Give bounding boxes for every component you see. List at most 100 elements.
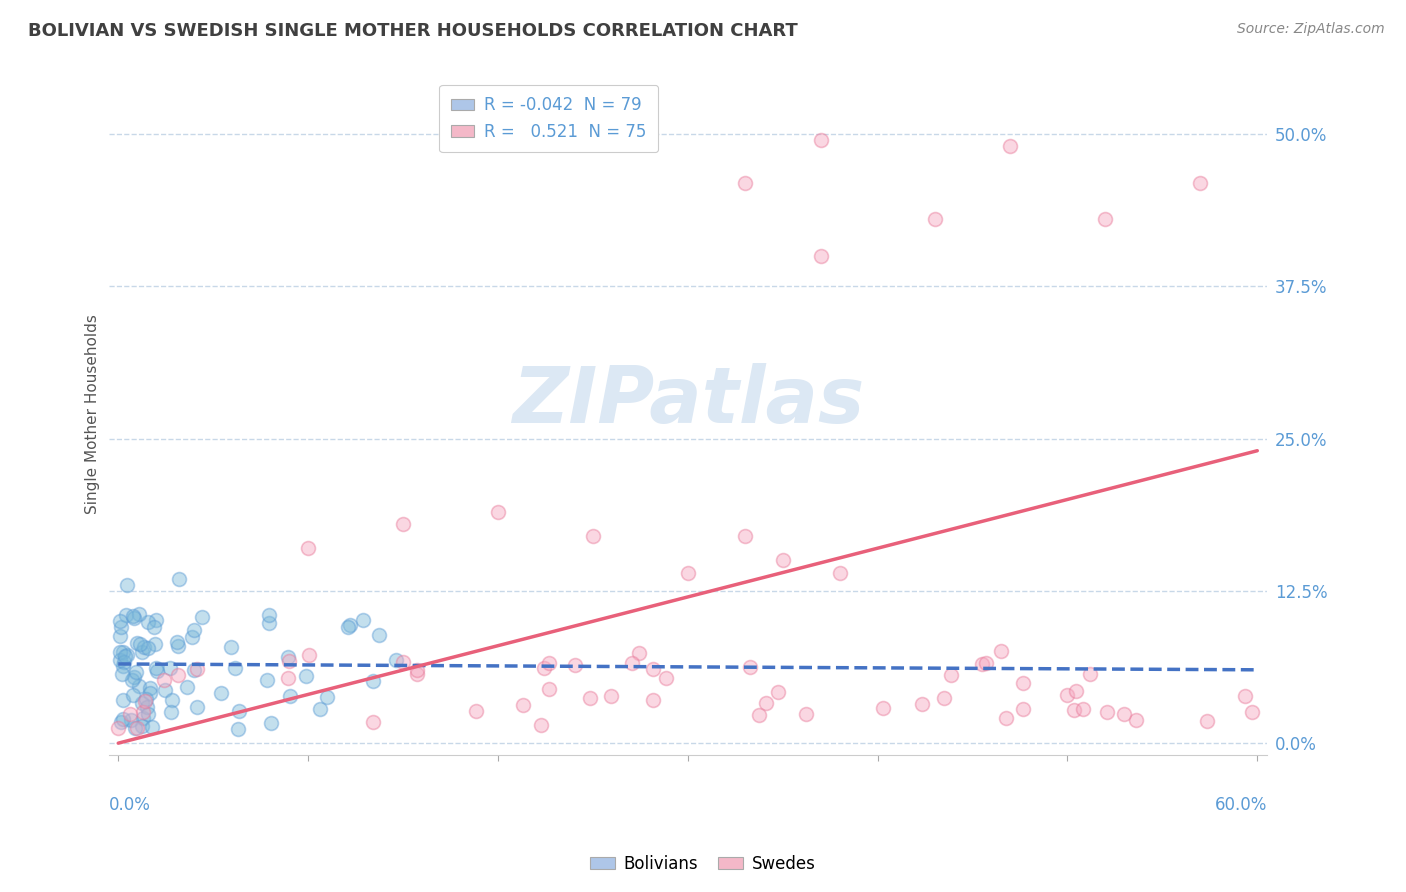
Point	[277, 654, 299, 668]
Text: BOLIVIAN VS SWEDISH SINGLE MOTHER HOUSEHOLDS CORRELATION CHART: BOLIVIAN VS SWEDISH SINGLE MOTHER HOUSEH…	[28, 22, 797, 40]
Point	[183, 624, 205, 638]
Point	[118, 707, 141, 722]
Point	[209, 686, 232, 700]
Point	[794, 707, 817, 722]
Point	[145, 661, 167, 675]
Point	[108, 653, 131, 667]
Point	[256, 673, 278, 688]
Point	[537, 681, 560, 696]
Point	[385, 653, 408, 667]
Legend: R = -0.042  N = 79, R =   0.521  N = 75: R = -0.042 N = 79, R = 0.521 N = 75	[439, 85, 658, 153]
Point	[748, 707, 770, 722]
Point	[297, 541, 319, 556]
Point	[127, 721, 149, 735]
Point	[621, 656, 644, 670]
Point	[810, 249, 832, 263]
Point	[810, 133, 832, 147]
Point	[183, 663, 205, 677]
Point	[128, 607, 150, 621]
Point	[294, 668, 316, 682]
Point	[257, 616, 280, 631]
Point	[1078, 667, 1101, 681]
Point	[186, 699, 208, 714]
Point	[361, 715, 384, 730]
Point	[108, 615, 131, 629]
Point	[1012, 676, 1035, 690]
Point	[1114, 706, 1136, 721]
Point	[159, 705, 181, 719]
Point	[228, 704, 250, 718]
Point	[406, 667, 429, 681]
Point	[136, 700, 159, 714]
Point	[111, 659, 134, 673]
Point	[136, 706, 159, 721]
Point	[224, 661, 246, 675]
Point	[226, 722, 249, 736]
Point	[392, 516, 415, 531]
Point	[166, 667, 188, 681]
Point	[872, 701, 894, 715]
Point	[734, 176, 756, 190]
Point	[924, 212, 946, 227]
Point	[110, 620, 132, 634]
Point	[145, 613, 167, 627]
Point	[974, 656, 997, 670]
Point	[277, 671, 299, 685]
Point	[627, 646, 650, 660]
Point	[582, 529, 605, 543]
Point	[1195, 714, 1218, 728]
Point	[368, 628, 391, 642]
Point	[316, 690, 339, 704]
Point	[121, 688, 143, 702]
Point	[564, 658, 586, 673]
Point	[159, 661, 181, 675]
Point	[111, 667, 134, 681]
Point	[122, 611, 145, 625]
Point	[124, 665, 146, 679]
Legend: Bolivians, Swedes: Bolivians, Swedes	[583, 848, 823, 880]
Point	[141, 720, 163, 734]
Point	[768, 684, 790, 698]
Point	[934, 691, 956, 706]
Point	[579, 691, 602, 706]
Point	[1095, 705, 1118, 719]
Point	[512, 698, 534, 712]
Point	[128, 679, 150, 693]
Point	[107, 721, 129, 735]
Point	[654, 671, 676, 685]
Point	[1094, 212, 1116, 227]
Point	[108, 629, 131, 643]
Point	[131, 719, 153, 733]
Point	[143, 637, 166, 651]
Point	[115, 578, 138, 592]
Point	[972, 657, 994, 672]
Point	[114, 648, 136, 663]
Point	[112, 655, 135, 669]
Point	[530, 717, 553, 731]
Point	[110, 715, 132, 730]
Point	[132, 640, 155, 654]
Point	[167, 640, 190, 654]
Point	[363, 673, 385, 688]
Point	[121, 673, 143, 688]
Point	[115, 608, 138, 623]
Point	[131, 711, 153, 725]
Point	[122, 670, 145, 684]
Point	[941, 667, 963, 681]
Point	[533, 661, 555, 675]
Point	[278, 689, 301, 703]
Point	[136, 640, 159, 655]
Point	[111, 645, 134, 659]
Point	[135, 691, 157, 706]
Point	[1012, 702, 1035, 716]
Point	[139, 681, 162, 695]
Point	[298, 648, 321, 662]
Point	[108, 644, 131, 658]
Point	[336, 620, 359, 634]
Point	[828, 566, 851, 580]
Point	[112, 693, 135, 707]
Point	[127, 636, 149, 650]
Text: Source: ZipAtlas.com: Source: ZipAtlas.com	[1237, 22, 1385, 37]
Point	[260, 716, 283, 731]
Point	[1233, 689, 1256, 703]
